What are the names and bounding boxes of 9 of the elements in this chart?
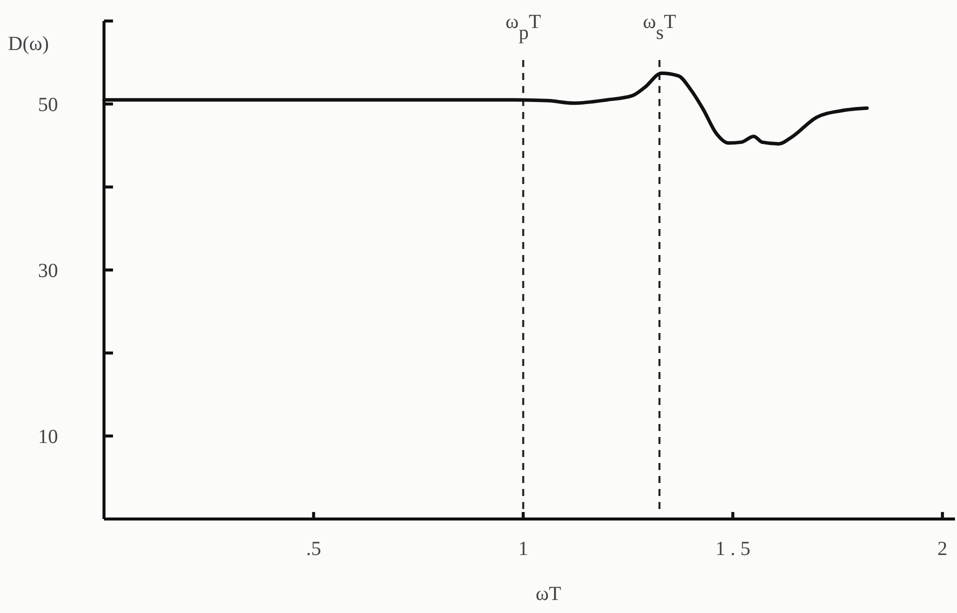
x-tick-label: 2 — [937, 538, 948, 560]
y-axis-title: D(ω) — [8, 33, 49, 55]
y-tick-label: 10 — [38, 426, 58, 448]
x-tick-label: .5 — [306, 538, 322, 560]
x-tick-label: 1 — [518, 538, 528, 560]
x-tick-label: 1 . 5 — [715, 538, 750, 560]
y-tick-label: 30 — [38, 260, 58, 282]
y-tick-label: 50 — [38, 94, 58, 116]
x-axis-title: ωT — [536, 583, 562, 605]
